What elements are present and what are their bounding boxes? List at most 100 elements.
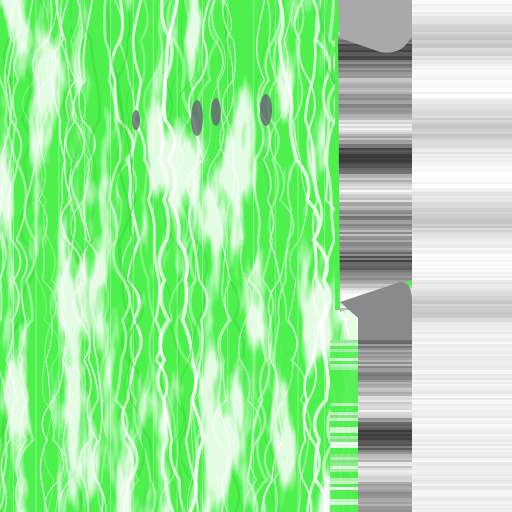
light-stripe	[412, 110, 512, 112]
light-stripe	[412, 354, 512, 356]
grey-stripe	[338, 226, 412, 228]
light-stripe	[412, 22, 512, 24]
light-stripe	[412, 380, 512, 382]
light-stripe	[412, 196, 512, 198]
grey-stripe	[338, 230, 412, 232]
light-stripe	[412, 94, 512, 96]
light-stripe	[412, 412, 512, 414]
grey-stripe	[338, 368, 412, 370]
light-stripe	[412, 294, 512, 296]
grey-stripe	[338, 244, 412, 246]
grey-stripe	[338, 144, 412, 146]
light-stripe	[412, 88, 512, 90]
mixed-stripe	[330, 469, 358, 472]
grey-stripe	[338, 188, 412, 190]
grey-stripe	[338, 168, 412, 170]
light-stripe	[412, 212, 512, 214]
light-stripe	[412, 232, 512, 234]
light-stripe	[412, 114, 512, 116]
mixed-stripe	[330, 403, 358, 406]
grey-stripe	[338, 182, 412, 184]
grey-stripe	[338, 366, 412, 368]
light-stripe	[412, 104, 512, 106]
light-stripe	[412, 226, 512, 228]
mixed-stripe	[330, 343, 358, 346]
grey-stripe	[338, 504, 412, 506]
light-stripe	[412, 252, 512, 254]
light-stripe	[412, 414, 512, 416]
grey-stripe	[338, 358, 412, 360]
light-stripe	[412, 234, 512, 236]
grey-stripe	[338, 70, 412, 72]
grey-stripe	[338, 434, 412, 436]
grey-stripe	[338, 340, 412, 342]
light-stripe	[412, 356, 512, 358]
light-stripe	[412, 6, 512, 8]
grey-stripe	[338, 74, 412, 76]
light-stripe	[412, 378, 512, 380]
grey-stripe	[338, 60, 412, 62]
grey-stripe	[338, 258, 412, 260]
light-stripe	[412, 472, 512, 474]
mixed-stripe	[330, 502, 358, 505]
grey-stripe	[338, 274, 412, 276]
light-stripe	[412, 340, 512, 342]
light-stripe	[412, 270, 512, 272]
light-stripe	[412, 182, 512, 184]
grey-stripe	[338, 382, 412, 384]
grey-stripe	[338, 154, 412, 156]
grey-stripe	[338, 142, 412, 144]
light-stripe	[412, 70, 512, 72]
grey-stripe	[338, 426, 412, 428]
light-stripe	[412, 66, 512, 68]
light-stripe	[412, 126, 512, 128]
light-stripe	[412, 76, 512, 78]
grey-stripe	[338, 232, 412, 234]
light-stripe	[412, 302, 512, 304]
light-stripe	[412, 14, 512, 16]
light-stripe	[412, 388, 512, 390]
grey-stripe	[338, 288, 412, 290]
light-stripe	[412, 464, 512, 466]
grey-stripe	[338, 346, 412, 348]
dark-smudge-mark	[132, 110, 140, 130]
light-stripe	[412, 24, 512, 26]
mixed-stripe	[330, 463, 358, 466]
dark-smudge-mark	[191, 100, 203, 136]
grey-stripe	[338, 438, 412, 440]
grey-stripe	[338, 158, 412, 160]
light-stripe	[412, 18, 512, 20]
light-stripe	[412, 160, 512, 162]
grey-stripe	[338, 342, 412, 344]
light-stripe	[412, 74, 512, 76]
light-stripe	[412, 336, 512, 338]
grey-stripe	[338, 272, 412, 274]
grey-stripe	[338, 204, 412, 206]
mixed-stripe	[330, 496, 358, 499]
light-stripe	[412, 56, 512, 58]
grey-stripe	[338, 420, 412, 422]
light-stripe	[412, 20, 512, 22]
light-stripe	[412, 38, 512, 40]
grey-stripe	[338, 492, 412, 494]
grey-stripe	[338, 276, 412, 278]
light-stripe	[412, 332, 512, 334]
mixed-stripe	[330, 505, 358, 508]
light-stripe	[412, 144, 512, 146]
grey-stripe	[338, 404, 412, 406]
grey-stripe	[338, 214, 412, 216]
mixed-stripe	[330, 484, 358, 487]
grey-stripe	[338, 86, 412, 88]
mixed-stripe	[330, 391, 358, 394]
grey-stripe	[338, 110, 412, 112]
light-stripe	[412, 218, 512, 220]
grey-stripe	[338, 484, 412, 486]
grey-stripe	[338, 240, 412, 242]
grey-stripe	[338, 54, 412, 56]
light-stripe	[412, 280, 512, 282]
light-stripe	[412, 86, 512, 88]
grey-stripe	[338, 468, 412, 470]
grey-stripe	[338, 470, 412, 472]
light-stripe	[412, 50, 512, 52]
grey-stripe	[338, 160, 412, 162]
